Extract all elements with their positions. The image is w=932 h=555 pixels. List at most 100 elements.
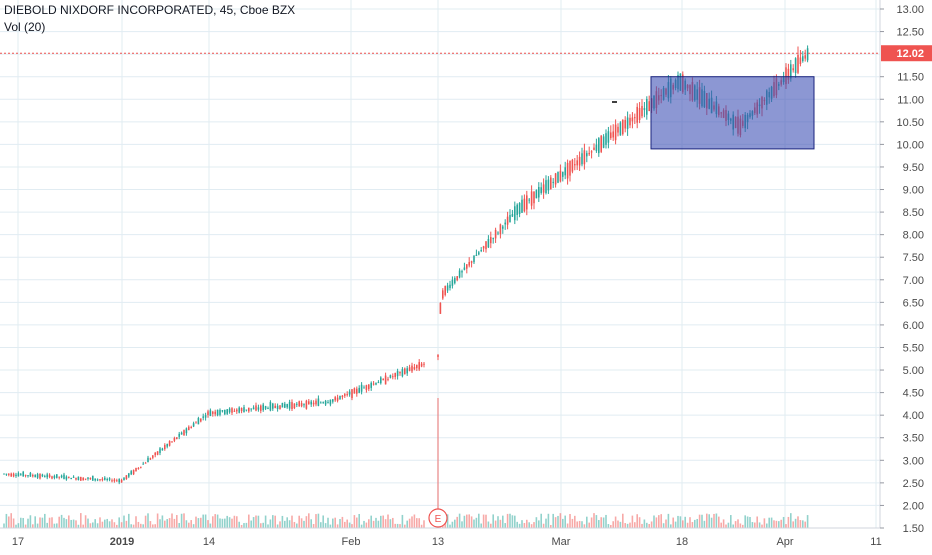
rectangle-drawing[interactable]	[650, 76, 815, 150]
volume-bar	[236, 516, 238, 528]
volume-indicator-label: Vol (20)	[4, 20, 46, 34]
candle-body	[530, 191, 533, 206]
volume-bar	[72, 519, 75, 528]
volume-bar	[739, 523, 742, 528]
volume-bar	[622, 513, 624, 528]
volume-bar	[200, 517, 202, 528]
candle-body	[444, 285, 446, 295]
candle-body	[94, 478, 96, 481]
last-price-label: 12.02	[896, 48, 924, 60]
volume-bar	[219, 518, 221, 528]
volume-bar	[420, 524, 423, 528]
volume-bar	[322, 515, 324, 528]
candle-body	[463, 267, 466, 270]
candle-body	[324, 400, 327, 405]
volume-bar	[768, 517, 770, 528]
volume-bar	[528, 522, 530, 528]
candle-body	[236, 409, 238, 412]
candle-body	[322, 402, 324, 404]
volume-bar	[123, 515, 125, 528]
volume-bar	[454, 519, 456, 528]
volume-bar	[413, 514, 416, 528]
candle-body	[533, 191, 535, 204]
volume-bar	[65, 519, 68, 528]
volume-bar	[660, 514, 662, 528]
volume-bar	[75, 520, 77, 528]
volume-bar	[773, 520, 775, 528]
volume-bar	[94, 519, 96, 528]
volume-bar	[742, 524, 744, 528]
candle-body	[468, 262, 470, 266]
volume-bar	[456, 516, 458, 528]
volume-bar	[135, 516, 137, 528]
volume-bar	[346, 519, 348, 528]
candle-body	[401, 369, 404, 377]
x-tick-label: 2019	[110, 536, 134, 548]
volume-bar	[672, 517, 674, 528]
candle-body	[274, 405, 276, 409]
volume-bar	[665, 519, 667, 528]
candle-body	[358, 387, 360, 393]
x-tick-label: Apr	[776, 536, 793, 548]
candle-body	[226, 409, 228, 414]
candle-body	[106, 479, 108, 481]
candle-body	[245, 409, 248, 411]
volume-bar	[758, 522, 761, 528]
candle-body	[792, 68, 794, 71]
candle-body	[32, 475, 34, 477]
candle-body	[490, 237, 492, 244]
y-tick-label: 1.50	[903, 523, 924, 535]
candle-body	[135, 467, 137, 472]
candle-body	[171, 441, 173, 443]
candle-body	[248, 407, 250, 412]
earnings-event-icon[interactable]	[428, 508, 448, 528]
volume-bar	[682, 520, 684, 528]
y-tick-label: 6.50	[903, 297, 924, 309]
volume-bar	[372, 520, 375, 528]
volume-bar	[610, 524, 612, 528]
candle-body	[626, 117, 629, 129]
candle-body	[154, 452, 156, 456]
volume-bar	[566, 523, 569, 528]
volume-bar	[348, 522, 351, 528]
candle-body	[578, 156, 581, 166]
candle-body	[262, 404, 264, 411]
volume-bar	[756, 516, 758, 528]
candle-body	[502, 226, 504, 229]
y-tick-label: 4.50	[903, 388, 924, 400]
volume-bar	[734, 521, 737, 528]
volume-bar	[583, 524, 586, 528]
candle-body	[485, 241, 487, 250]
volume-bar	[648, 524, 650, 528]
candle-body	[34, 475, 36, 478]
volume-bar	[571, 518, 574, 528]
volume-bar	[214, 514, 216, 528]
volume-bar	[336, 524, 339, 528]
volume-bar	[730, 515, 732, 528]
volume-bar	[423, 520, 425, 528]
volume-bar	[624, 523, 626, 528]
candle-body	[118, 479, 120, 483]
candle-body	[595, 144, 598, 151]
volume-bar	[698, 514, 701, 528]
volume-bar	[358, 513, 360, 528]
candle-body	[607, 131, 610, 143]
volume-bar	[279, 521, 281, 528]
volume-bar	[523, 523, 526, 528]
symbol-title: DIEBOLD NIXDORF INCORPORATED, 45, Cboe B…	[4, 3, 296, 17]
volume-bar	[713, 513, 715, 528]
volume-bar	[120, 522, 123, 528]
volume-bar	[792, 521, 794, 528]
volume-bar	[142, 524, 144, 528]
y-tick-label: 12.50	[896, 27, 924, 39]
volume-bar	[487, 521, 490, 528]
volume-bar	[303, 520, 305, 528]
volume-bar	[68, 515, 70, 528]
volume-bar	[284, 520, 286, 528]
candle-body	[104, 477, 106, 480]
volume-bar	[437, 398, 439, 528]
candle-body	[377, 382, 380, 384]
candle-body	[303, 404, 305, 406]
